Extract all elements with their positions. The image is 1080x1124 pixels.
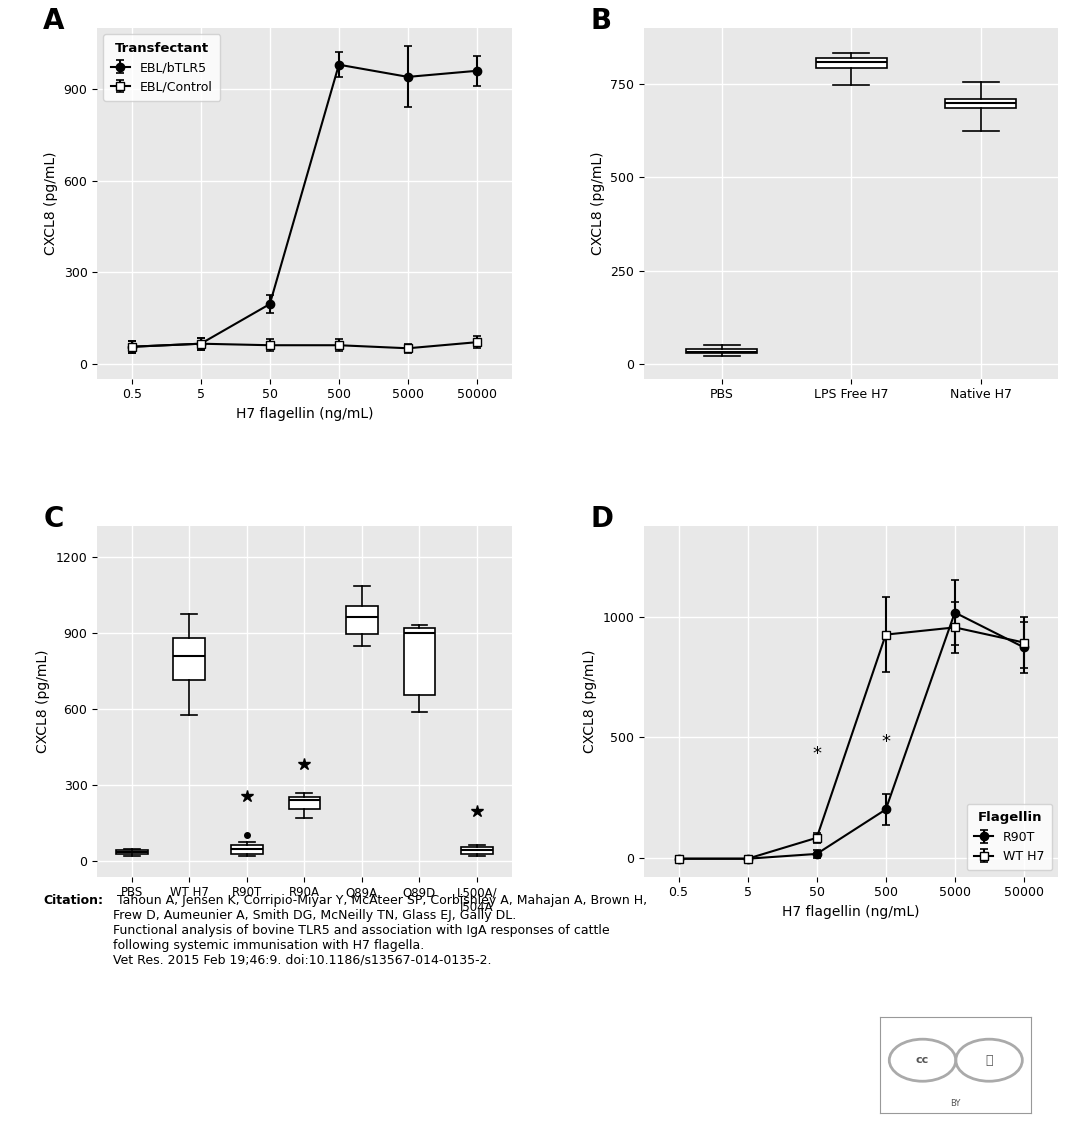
Text: A: A	[43, 7, 65, 35]
Y-axis label: CXCL8 (pg/mL): CXCL8 (pg/mL)	[591, 152, 605, 255]
Text: Citation:: Citation:	[43, 894, 104, 907]
X-axis label: H7 flagellin (ng/mL): H7 flagellin (ng/mL)	[235, 407, 373, 422]
PathPatch shape	[231, 845, 262, 854]
Y-axis label: CXCL8 (pg/mL): CXCL8 (pg/mL)	[583, 650, 597, 753]
Text: D: D	[591, 505, 613, 533]
PathPatch shape	[945, 99, 1016, 108]
Text: BY: BY	[950, 1098, 961, 1108]
Text: *: *	[812, 745, 821, 763]
Legend: R90T, WT H7: R90T, WT H7	[967, 804, 1052, 870]
Text: Tahoun A, Jensen K, Corripio-Miyar Y, McAteer SP, Corbishley A, Mahajan A, Brown: Tahoun A, Jensen K, Corripio-Miyar Y, Mc…	[113, 894, 648, 967]
Text: C: C	[43, 505, 64, 533]
PathPatch shape	[815, 58, 887, 69]
PathPatch shape	[404, 628, 435, 695]
Legend: EBL/bTLR5, EBL/Control: EBL/bTLR5, EBL/Control	[104, 35, 220, 101]
Y-axis label: CXCL8 (pg/mL): CXCL8 (pg/mL)	[44, 152, 58, 255]
X-axis label: H7 flagellin (ng/mL): H7 flagellin (ng/mL)	[783, 905, 920, 919]
Text: Ⓘ: Ⓘ	[985, 1053, 993, 1067]
PathPatch shape	[116, 850, 148, 854]
PathPatch shape	[686, 348, 757, 353]
Text: *: *	[881, 733, 890, 751]
Text: B: B	[591, 7, 611, 35]
PathPatch shape	[346, 606, 378, 634]
PathPatch shape	[461, 846, 492, 854]
Y-axis label: CXCL8 (pg/mL): CXCL8 (pg/mL)	[36, 650, 50, 753]
PathPatch shape	[288, 797, 320, 809]
PathPatch shape	[174, 637, 205, 680]
Text: cc: cc	[916, 1055, 929, 1066]
